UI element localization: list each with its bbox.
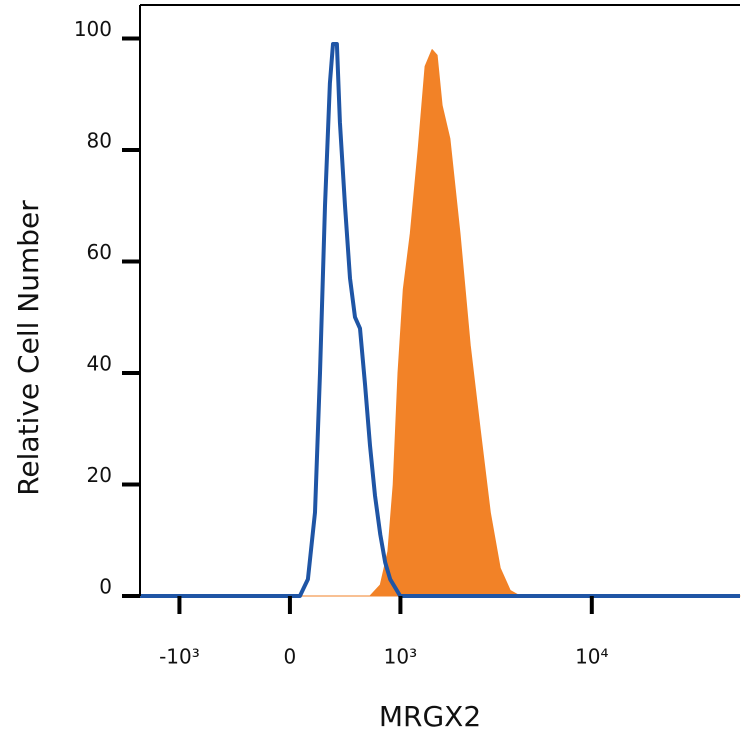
x-tick-label: -10³: [159, 645, 200, 669]
y-axis-title: Relative Cell Number: [12, 200, 45, 496]
y-tick-label: 80: [87, 128, 112, 152]
y-tick-label: 20: [87, 463, 112, 487]
x-axis-title: MRGX2: [379, 700, 481, 733]
x-tick-label: 0: [284, 645, 297, 669]
x-tick-label: 10⁴: [575, 645, 608, 669]
x-tick-label: 10³: [384, 645, 417, 669]
y-tick-label: 100: [74, 17, 112, 41]
y-tick-label: 40: [87, 351, 112, 375]
y-tick-label: 0: [99, 575, 112, 599]
y-tick-label: 60: [87, 240, 112, 264]
histogram-area: [139, 49, 741, 597]
histogram-line: [140, 42, 740, 598]
